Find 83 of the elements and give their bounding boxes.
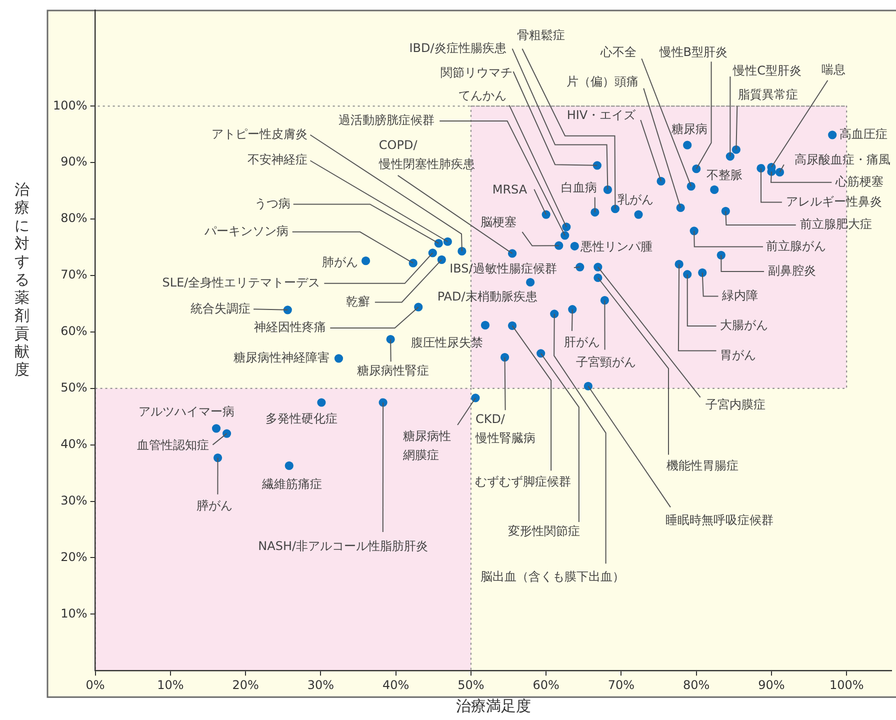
annotation: 副鼻腔炎	[768, 264, 816, 278]
annotation: 腹圧性尿失禁	[411, 335, 484, 350]
annotation: 機能性胃腸症	[666, 458, 739, 473]
x-tick-label: 60%	[532, 678, 560, 692]
annotation: 子宮頸がん	[576, 354, 636, 369]
annotation: うつ病	[254, 196, 290, 210]
annotation: 前立腺肥大症	[800, 217, 872, 232]
annotation: 膵がん	[196, 498, 233, 512]
annotation: 乾癬	[346, 294, 370, 308]
annotation: 睡眠時無呼吸症候群	[666, 513, 774, 528]
annotation: アトピー性皮膚炎	[211, 127, 308, 141]
x-axis-title: 治療満足度	[456, 696, 532, 715]
annotation: 血管性認知症	[136, 438, 209, 452]
annotation: NASH/非アルコール性脂肪肝炎	[258, 538, 428, 553]
annotation: 大腸がん	[720, 318, 768, 332]
annotation: 悪性リンパ腫	[580, 239, 653, 254]
annotation: CKD/慢性腎臓病	[474, 412, 536, 446]
annotation: 糖尿病	[671, 122, 708, 136]
annotation: パーキンソン病	[203, 224, 288, 238]
annotation: IBD/炎症性腸疾患	[409, 40, 506, 55]
y-tick-label: 30%	[60, 493, 88, 508]
annotation: 多発性硬化症	[265, 412, 338, 426]
y-tick-label: 90%	[60, 154, 88, 169]
x-tick-label: 30%	[307, 678, 334, 692]
annotation: 片（偏）頭痛	[566, 74, 639, 89]
annotation: 繊維筋痛症	[261, 476, 322, 491]
annotation: 高血圧症	[839, 127, 888, 142]
annotation: 不整脈	[706, 168, 742, 182]
x-tick-label: 20%	[232, 678, 259, 692]
annotation: 統合失調症	[190, 301, 251, 316]
annotation: 不安神経症	[247, 152, 308, 167]
annotation: 脂質異常症	[738, 87, 798, 102]
annotation: 慢性B型肝炎	[658, 44, 728, 59]
x-tick-label: 40%	[382, 678, 410, 692]
annotation: 肺がん	[322, 254, 358, 269]
annotation: 糖尿病性腎症	[356, 364, 429, 378]
annotation: HIV・エイズ	[566, 108, 637, 122]
annotation: 心筋梗塞	[834, 174, 884, 189]
x-tick-label: 80%	[683, 678, 710, 692]
text: 治療に対する薬剤貢献度	[14, 180, 30, 378]
annotation: 神経因性疼痛	[254, 320, 326, 334]
annotation: 脳出血（含くも膜下出血）	[480, 570, 624, 584]
annotation: 心不全	[600, 44, 637, 59]
y-tick-label: 100%	[52, 98, 88, 112]
y-tick-label: 70%	[60, 268, 88, 282]
annotation: PAD/末梢動脈疾患	[437, 289, 538, 304]
annotation: 乳がん	[618, 192, 654, 207]
annotation: 脳梗塞	[480, 215, 516, 230]
y-tick-label: 10%	[60, 606, 88, 620]
annotation: アルツハイマー病	[138, 404, 234, 419]
x-tick-label: 50%	[458, 678, 484, 692]
y-tick-label: 50%	[60, 380, 88, 395]
annotation: 緑内障	[721, 288, 758, 302]
x-tick-label: 10%	[157, 678, 184, 692]
annotation: 喘息	[822, 62, 846, 77]
annotation: 変形性関節症	[508, 524, 580, 538]
annotation: むずむず脚症候群	[475, 474, 572, 489]
y-tick-label: 60%	[60, 324, 88, 338]
annotation: IBS/過敏性腸症候群	[450, 262, 557, 276]
annotation: 高尿酸血症・痛風	[794, 152, 890, 167]
annotation: 前立腺がん	[766, 238, 826, 253]
y-tick-label: 80%	[60, 211, 88, 226]
x-tick-label: 90%	[758, 678, 785, 692]
annotation: 関節リウマチ	[440, 66, 512, 80]
x-tick-label: 0%	[86, 678, 105, 692]
annotation: 子宮内膜症	[705, 397, 766, 412]
x-tick-label: 70%	[608, 678, 635, 692]
annotation: 過活動膀胱症候群	[338, 113, 435, 128]
y-tick-label: 40%	[60, 436, 88, 451]
annotation: 骨粗鬆症	[517, 28, 566, 42]
annotation: てんかん	[458, 88, 506, 102]
annotation: SLE/全身性エリテマトーデス	[162, 276, 320, 290]
annotation: 肝がん	[564, 334, 600, 349]
annotation: 白血病	[560, 180, 597, 194]
x-tick-label: 100%	[829, 678, 864, 692]
annotation: COPD/慢性閉塞性肺疾患	[378, 138, 475, 171]
annotation: MRSA	[492, 182, 528, 196]
annotation: 慢性C型肝炎	[732, 64, 802, 78]
annotation: 胃がん	[720, 348, 756, 362]
y-tick-label: 20%	[60, 550, 88, 564]
annotation: 糖尿病性神経障害	[234, 350, 330, 365]
annotation: アレルギー性鼻炎	[786, 194, 882, 208]
annotation: 糖尿病性網膜症	[402, 429, 451, 462]
